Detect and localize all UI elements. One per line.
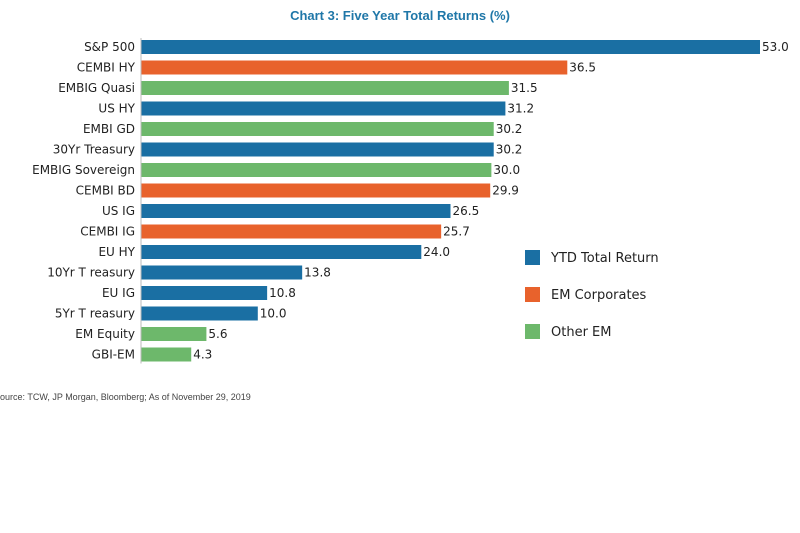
- bar-10yr-t-reasury: [141, 265, 303, 280]
- value-label-embi-gd: 30.2: [496, 122, 523, 136]
- legend-label-other-em: Other EM: [551, 325, 611, 340]
- bars-group: [141, 40, 760, 362]
- value-label-10yr-t-reasury: 13.8: [304, 266, 331, 280]
- bar-cembi-ig: [141, 224, 442, 239]
- category-label-5yr-t-reasury: 5Yr T reasury: [55, 307, 135, 321]
- bar-s-p-500: [141, 40, 760, 54]
- value-label-us-hy: 31.2: [507, 102, 534, 116]
- value-label-eu-ig: 10.8: [269, 286, 296, 300]
- category-label-cembi-ig: CEMBI IG: [80, 225, 135, 239]
- value-label-embig-sovereign: 30.0: [493, 163, 520, 177]
- category-label-embi-gd: EMBI GD: [83, 122, 135, 136]
- bar-us-hy: [141, 101, 506, 116]
- value-label-cembi-hy: 36.5: [569, 61, 596, 75]
- value-label-us-ig: 26.5: [453, 204, 480, 218]
- bar-embig-quasi: [141, 81, 509, 95]
- legend-swatch-other-em: [525, 324, 540, 339]
- legend-label-ytd-total-return: YTD Total Return: [550, 251, 659, 266]
- bar-cembi-bd: [141, 183, 491, 198]
- category-label-us-hy: US HY: [98, 102, 135, 116]
- category-label-us-ig: US IG: [102, 204, 135, 218]
- bar-5yr-t-reasury: [141, 306, 258, 321]
- category-label-embig-sovereign: EMBIG Sovereign: [32, 163, 135, 177]
- bar-gbi-em: [141, 347, 192, 362]
- category-label-embig-quasi: EMBIG Quasi: [58, 81, 135, 95]
- value-labels-group: 53.0 36.5 31.5 31.2 30.2 30.2 30.0 29.9 26.5 25.7…: [193, 40, 788, 362]
- bar-embi-gd: [141, 122, 494, 136]
- category-label-eu-ig: EU IG: [102, 286, 135, 300]
- category-label-gbi-em: GBI-EM: [92, 348, 135, 362]
- value-label-gbi-em: 4.3: [193, 348, 212, 362]
- category-label-cembi-bd: CEMBI BD: [76, 184, 135, 198]
- value-label-em-equity: 5.6: [208, 327, 227, 341]
- value-label-s-p-500: 53.0: [762, 40, 789, 54]
- bar-eu-hy: [141, 245, 422, 259]
- bar-eu-ig: [141, 286, 268, 300]
- category-label-em-equity: EM Equity: [75, 327, 135, 341]
- chart-title: Chart 3: Five Year Total Returns (%): [290, 8, 510, 23]
- category-label-cembi-hy: CEMBI HY: [77, 61, 136, 75]
- legend-swatch-em-corporates: [525, 287, 540, 302]
- bar-em-equity: [141, 327, 207, 341]
- bar-30yr-treasury: [141, 142, 494, 157]
- value-label-eu-hy: 24.0: [423, 245, 450, 259]
- value-label-30yr-treasury: 30.2: [496, 143, 523, 157]
- value-label-5yr-t-reasury: 10.0: [260, 307, 287, 321]
- value-label-cembi-bd: 29.9: [492, 184, 519, 198]
- legend: YTD Total Return EM Corporates Other EM: [525, 250, 659, 340]
- category-label-30yr-treasury: 30Yr Treasury: [53, 143, 135, 157]
- source-note: ource: TCW, JP Morgan, Bloomberg; As of …: [0, 392, 251, 402]
- category-label-10yr-t-reasury: 10Yr T reasury: [47, 266, 135, 280]
- legend-swatch-ytd-total-return: [525, 250, 540, 265]
- bar-cembi-hy: [141, 60, 568, 75]
- bar-us-ig: [141, 204, 451, 218]
- legend-label-em-corporates: EM Corporates: [551, 288, 647, 303]
- value-label-cembi-ig: 25.7: [443, 225, 470, 239]
- value-label-embig-quasi: 31.5: [511, 81, 538, 95]
- category-label-s-p-500: S&P 500: [84, 40, 135, 54]
- category-label-eu-hy: EU HY: [98, 245, 135, 259]
- category-labels-group: S&P 500 CEMBI HY EMBIG Quasi US HY EMBI GD 30…: [32, 40, 136, 362]
- bar-embig-sovereign: [141, 163, 492, 177]
